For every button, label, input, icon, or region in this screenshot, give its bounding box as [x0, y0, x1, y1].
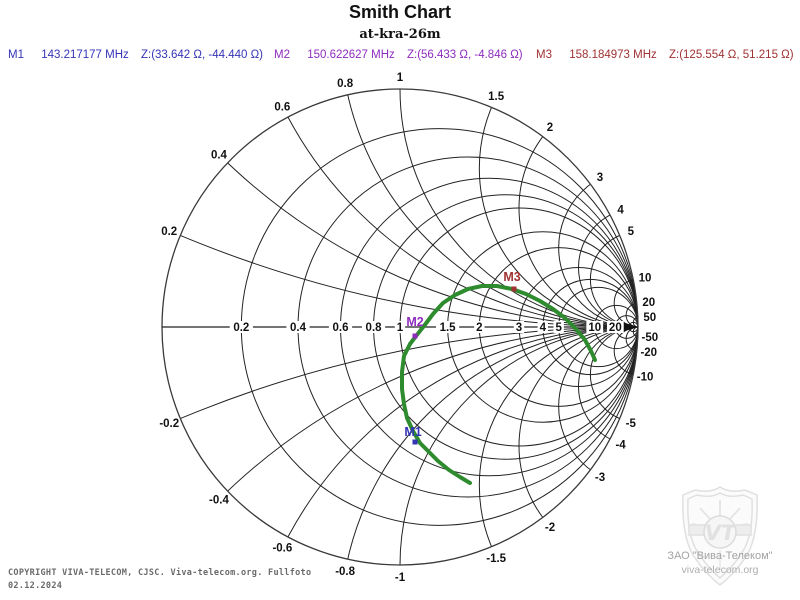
axis-label-gap-1	[394, 321, 406, 333]
marker-m1-id: M1	[8, 49, 24, 61]
axis-label-1.5: 1.5	[440, 322, 457, 334]
rim-label--2: -2	[545, 522, 555, 534]
rim-label-0.4: 0.4	[211, 150, 228, 162]
reactance-arc-1	[399, 89, 638, 328]
copyright-line2: 02.12.2024	[8, 581, 63, 591]
rim-label--0.2: -0.2	[159, 418, 179, 430]
rim-label-1: 1	[397, 72, 404, 84]
marker-m1-impedance: Z:(33.642 Ω, -44.440 Ω)	[140, 49, 264, 61]
rim-label--4: -4	[615, 440, 626, 452]
reactance-arc-2	[518, 89, 638, 328]
marker-readout-m3: M3 158.184973 MHz Z:(125.554 Ω, 51.215 Ω…	[536, 49, 794, 61]
svg-text:VT: VT	[705, 521, 737, 545]
reactance-arc-5	[589, 231, 638, 328]
marker-dot-M3	[511, 286, 517, 292]
marker-m2-frequency: 150.622627 MHz	[307, 49, 395, 61]
axis-label-gap-5	[553, 321, 564, 333]
marker-m3-frequency: 158.184973 MHz	[569, 49, 657, 61]
rim-label-20: 20	[642, 297, 655, 309]
reactance-arc--2	[518, 326, 638, 565]
rim-label-2: 2	[547, 122, 553, 134]
axis-label-1: 1	[397, 322, 404, 334]
marker-m2-id: M2	[274, 49, 290, 61]
rim-label-5: 5	[628, 226, 635, 238]
rim-label-3: 3	[597, 172, 603, 184]
axis-label-10: 10	[588, 322, 601, 334]
axis-label-0.8: 0.8	[366, 322, 383, 334]
rim-label--0.4: -0.4	[209, 494, 229, 506]
axis-label-0.6: 0.6	[333, 322, 349, 334]
rim-label--3: -3	[595, 472, 605, 484]
rim-label--20: -20	[640, 347, 657, 359]
reactance-arc--5	[589, 326, 638, 423]
rim-label-1.5: 1.5	[488, 91, 505, 103]
marker-label-M3: M3	[503, 270, 520, 284]
marker-dot-M2	[412, 333, 418, 339]
axis-label-gap-20	[606, 321, 624, 333]
logo-company-name: ЗАО "Вива-Телеком"	[667, 550, 773, 562]
axis-label-gap-0.8	[361, 321, 386, 333]
axis-label-0.2: 0.2	[233, 322, 249, 334]
axis-label-3: 3	[516, 322, 522, 334]
marker-m3-id: M3	[536, 49, 552, 61]
marker-label-M1: M1	[404, 425, 421, 439]
axis-arrowhead-icon	[622, 322, 638, 332]
rim-label--0.6: -0.6	[272, 543, 292, 555]
marker-dot-M1	[412, 439, 418, 445]
reactance-arc-4	[578, 207, 638, 328]
impedance-trace	[400, 284, 597, 485]
marker-label-M2: M2	[406, 315, 423, 329]
axis-label-4: 4	[540, 322, 547, 334]
page-title: Smith Chart	[348, 2, 451, 22]
rim-label--0.8: -0.8	[335, 566, 355, 578]
axis-label-gap-0.4	[286, 321, 310, 333]
reactance-arc-10	[613, 278, 638, 328]
axis-label-2: 2	[476, 322, 482, 334]
axis-label-gap-2	[474, 321, 485, 333]
axis-label-5: 5	[555, 322, 562, 334]
reactance-arc-3	[558, 167, 638, 328]
reactance-arc--4	[578, 326, 638, 447]
copyright-note: COPYRIGHT VIVA-TELECOM, CJSC. Viva-telec…	[8, 567, 311, 593]
viva-telecom-logo: VT ЗАО "Вива-Телеком" viva-telecom.org	[650, 484, 790, 594]
axis-label-20: 20	[609, 322, 622, 334]
axis-label-0.4: 0.4	[290, 322, 307, 334]
reactance-arc-0.8	[340, 89, 638, 328]
axis-label-gap-0.2	[229, 321, 253, 333]
rim-label--5: -5	[626, 418, 637, 430]
rim-label-4: 4	[617, 204, 624, 216]
marker-m3-impedance: Z:(125.554 Ω, 51.215 Ω)	[668, 49, 794, 61]
rim-label-0.6: 0.6	[274, 101, 290, 113]
marker-m2-impedance: Z:(56.433 Ω, -4.846 Ω)	[406, 49, 523, 61]
rim-label--10: -10	[637, 372, 654, 384]
logo-site-url: viva-telecom.org	[681, 564, 759, 576]
rim-label-0.2: 0.2	[161, 226, 177, 238]
chart-subtitle: at-kra-26m	[359, 27, 441, 42]
axis-label-gap-1.5	[436, 321, 460, 333]
marker-readout-row: M1 143.217177 MHz Z:(33.642 Ω, -44.440 Ω…	[0, 49, 800, 64]
reactance-arc--10	[613, 326, 638, 376]
axis-label-gap-3	[513, 321, 525, 333]
marker-m1-frequency: 143.217177 MHz	[41, 49, 129, 61]
copyright-line1: COPYRIGHT VIVA-TELECOM, CJSC. Viva-telec…	[8, 568, 312, 578]
axis-label-gap-0.6	[328, 321, 353, 333]
axis-label-gap-4	[537, 321, 548, 333]
viva-telecom-shield-icon: VT	[682, 486, 758, 586]
rim-label--50: -50	[641, 332, 658, 344]
rim-label-0.8: 0.8	[337, 78, 354, 90]
reactance-arc--3	[558, 326, 638, 487]
marker-readout-m2: M2 150.622627 MHz Z:(56.433 Ω, -4.846 Ω)	[274, 49, 523, 61]
rim-label-10: 10	[639, 272, 652, 284]
rim-label--1: -1	[395, 572, 406, 584]
axis-label-gap-10	[586, 321, 604, 333]
rim-label-50: 50	[643, 312, 656, 324]
rim-label--1.5: -1.5	[486, 553, 506, 565]
reactance-arc-0.2	[162, 89, 638, 328]
marker-readout-m1: M1 143.217177 MHz Z:(33.642 Ω, -44.440 Ω…	[8, 49, 263, 61]
